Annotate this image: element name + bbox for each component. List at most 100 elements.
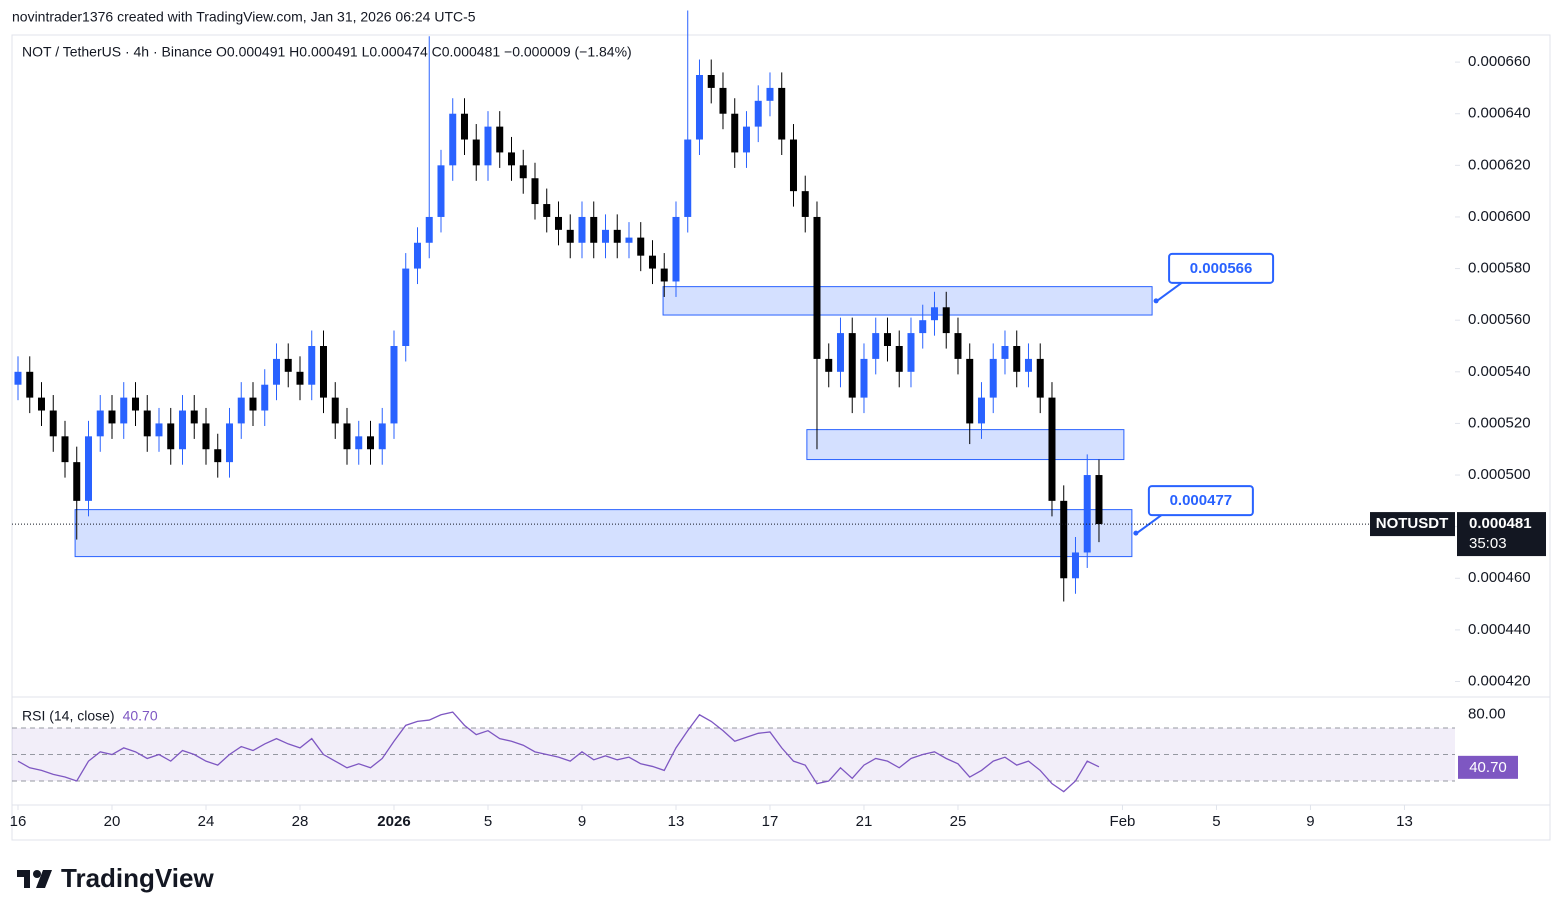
rsi-title: RSI (14, close) xyxy=(22,708,115,724)
brand-name: TradingView xyxy=(61,863,214,893)
candle-body xyxy=(96,410,104,437)
candle-body xyxy=(719,87,727,114)
x-tick-label: 9 xyxy=(578,813,586,830)
callout-box xyxy=(1147,485,1254,517)
price-tag-label: 0.000481 xyxy=(1469,515,1532,532)
candle-body xyxy=(801,191,809,217)
y-tick-label: 0.000540 xyxy=(1468,363,1531,380)
candle-body xyxy=(249,397,257,411)
candle-body xyxy=(366,436,374,450)
candle-body xyxy=(73,462,81,501)
candle-body xyxy=(84,436,92,501)
y-tick-label: 0.000500 xyxy=(1468,466,1531,483)
candle-body xyxy=(413,242,421,269)
candle-body xyxy=(507,152,515,166)
symbol-legend: NOT / TetherUS · 4h · Binance O0.000491 … xyxy=(22,44,632,60)
candle-body xyxy=(214,449,222,463)
candle-body xyxy=(519,165,527,179)
y-tick-label: 0.000460 xyxy=(1468,569,1531,586)
x-tick-label: Feb xyxy=(1110,813,1136,830)
candle-body xyxy=(472,139,480,166)
candle-body xyxy=(37,397,45,411)
y-tick-label: 0.000640 xyxy=(1468,105,1531,122)
x-tick-label: 21 xyxy=(856,813,873,830)
candle-body xyxy=(930,307,938,321)
rsi-legend-value: 40.70 xyxy=(123,708,158,724)
candle-body xyxy=(860,358,868,398)
candle-body xyxy=(143,410,151,437)
candle-body xyxy=(966,358,974,424)
candle-body xyxy=(684,139,692,217)
x-tick-label: 28 xyxy=(292,813,309,830)
x-tick-label: 2026 xyxy=(377,813,410,830)
candle-body xyxy=(331,397,339,424)
rsi-line xyxy=(17,711,1100,793)
candle-body xyxy=(895,345,903,372)
candle-body xyxy=(989,358,997,398)
candle-body xyxy=(672,216,680,282)
x-tick-label: 20 xyxy=(104,813,121,830)
candle-body xyxy=(1036,358,1044,398)
price-zone xyxy=(662,286,1153,316)
candle-body xyxy=(590,216,598,243)
y-tick-label: 0.000660 xyxy=(1468,53,1531,70)
candle-body xyxy=(460,113,468,140)
callout-pointer xyxy=(1156,281,1184,302)
candle-body xyxy=(49,410,57,437)
candle-body xyxy=(613,229,621,243)
candle-body xyxy=(178,410,186,450)
brand-logo: TradingView xyxy=(17,863,214,893)
logo-dot xyxy=(33,870,41,878)
rsi-tag xyxy=(1458,755,1518,779)
candle-body xyxy=(378,423,386,450)
candle-body xyxy=(942,307,950,334)
callout-anchor xyxy=(1133,530,1139,536)
candle-body xyxy=(742,126,750,153)
price-tag xyxy=(1457,512,1546,557)
candle-body xyxy=(825,358,833,372)
candle-body xyxy=(695,75,703,140)
candle-body xyxy=(190,410,198,424)
candle-body xyxy=(919,320,927,334)
candle-body xyxy=(319,345,327,398)
candle-body xyxy=(648,255,656,269)
candle-body xyxy=(731,113,739,153)
x-tick-label: 5 xyxy=(1212,813,1220,830)
candle-body xyxy=(766,87,774,101)
callout-box xyxy=(1168,252,1275,284)
candle-body xyxy=(284,358,292,372)
candle-body xyxy=(26,371,34,398)
candle-body xyxy=(625,237,633,243)
callout-label: 0.000477 xyxy=(1170,492,1233,509)
x-tick-label: 13 xyxy=(668,813,685,830)
candle-body xyxy=(707,75,715,88)
candle-body xyxy=(1095,475,1103,525)
y-tick-label: 0.000560 xyxy=(1468,311,1531,328)
countdown-label: 35:03 xyxy=(1469,535,1507,552)
candle-body xyxy=(425,216,433,243)
candle-body xyxy=(390,345,398,424)
candle-body xyxy=(1013,345,1021,372)
y-tick-label: 0.000520 xyxy=(1468,414,1531,431)
candle-body xyxy=(120,397,128,424)
candle-body xyxy=(449,113,457,166)
logo-bar xyxy=(17,870,30,877)
symbol-tag-label: NOTUSDT xyxy=(1376,515,1449,532)
candle-body xyxy=(754,100,762,127)
candle-body xyxy=(1071,552,1079,579)
candle-body xyxy=(1083,475,1091,553)
callout-label: 0.000566 xyxy=(1190,260,1253,277)
x-tick-label: 25 xyxy=(950,813,967,830)
rsi-tag-label: 40.70 xyxy=(1469,759,1507,776)
candle-body xyxy=(977,397,985,424)
x-tick-label: 16 xyxy=(10,813,27,830)
x-tick-label: 17 xyxy=(762,813,779,830)
y-tick-label: 0.000580 xyxy=(1468,260,1531,277)
candle-body xyxy=(296,371,304,385)
candle-body xyxy=(660,268,668,282)
candle-body xyxy=(907,333,915,372)
candle-body xyxy=(637,237,645,256)
